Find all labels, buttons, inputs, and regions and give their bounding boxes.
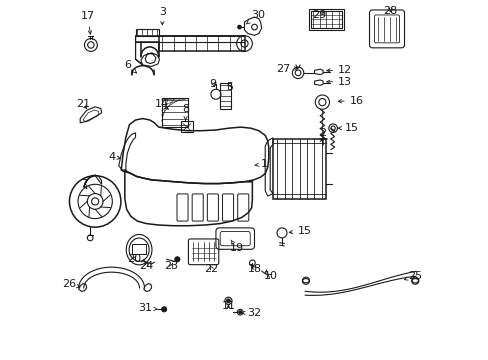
Bar [272,139,325,199]
Bar [162,98,188,127]
Bar [308,9,343,30]
Bar [181,121,193,132]
Text: 5: 5 [225,82,232,92]
Text: 3: 3 [159,7,165,25]
Text: 16: 16 [338,96,363,106]
Circle shape [238,311,241,314]
Circle shape [226,299,230,302]
Text: 25: 25 [404,271,421,281]
Circle shape [237,25,241,29]
Text: 15: 15 [338,123,359,133]
Text: 24: 24 [139,261,153,271]
Circle shape [175,257,180,262]
Text: 26: 26 [61,279,80,289]
Text: 9: 9 [209,78,216,89]
Text: 15: 15 [289,226,311,236]
Circle shape [162,307,166,312]
Text: 7: 7 [80,179,87,189]
Text: 27: 27 [275,64,297,73]
Text: 28: 28 [382,6,397,17]
Text: 12: 12 [326,65,351,75]
Text: 20: 20 [127,253,141,264]
Text: 8: 8 [182,104,189,120]
Text: 31: 31 [138,303,158,313]
Text: 4: 4 [108,152,120,162]
Text: 13: 13 [326,77,351,87]
Bar [159,36,244,51]
Text: 23: 23 [164,261,178,271]
Text: 29: 29 [312,10,326,20]
Bar [220,83,230,109]
Text: 19: 19 [229,240,243,253]
Text: 1: 1 [254,159,267,169]
Bar [135,28,159,36]
Bar [310,12,341,28]
Text: 6: 6 [123,60,136,73]
Text: 2: 2 [318,128,325,138]
Text: 10: 10 [264,271,278,282]
Text: 22: 22 [204,264,218,274]
Text: 18: 18 [247,264,261,274]
Text: 32: 32 [241,308,261,318]
Text: 11: 11 [221,301,235,311]
Text: 21: 21 [76,99,90,109]
Text: 14: 14 [154,99,168,109]
Text: 17: 17 [81,12,95,34]
Text: 30: 30 [245,10,264,24]
Bar [132,244,145,254]
